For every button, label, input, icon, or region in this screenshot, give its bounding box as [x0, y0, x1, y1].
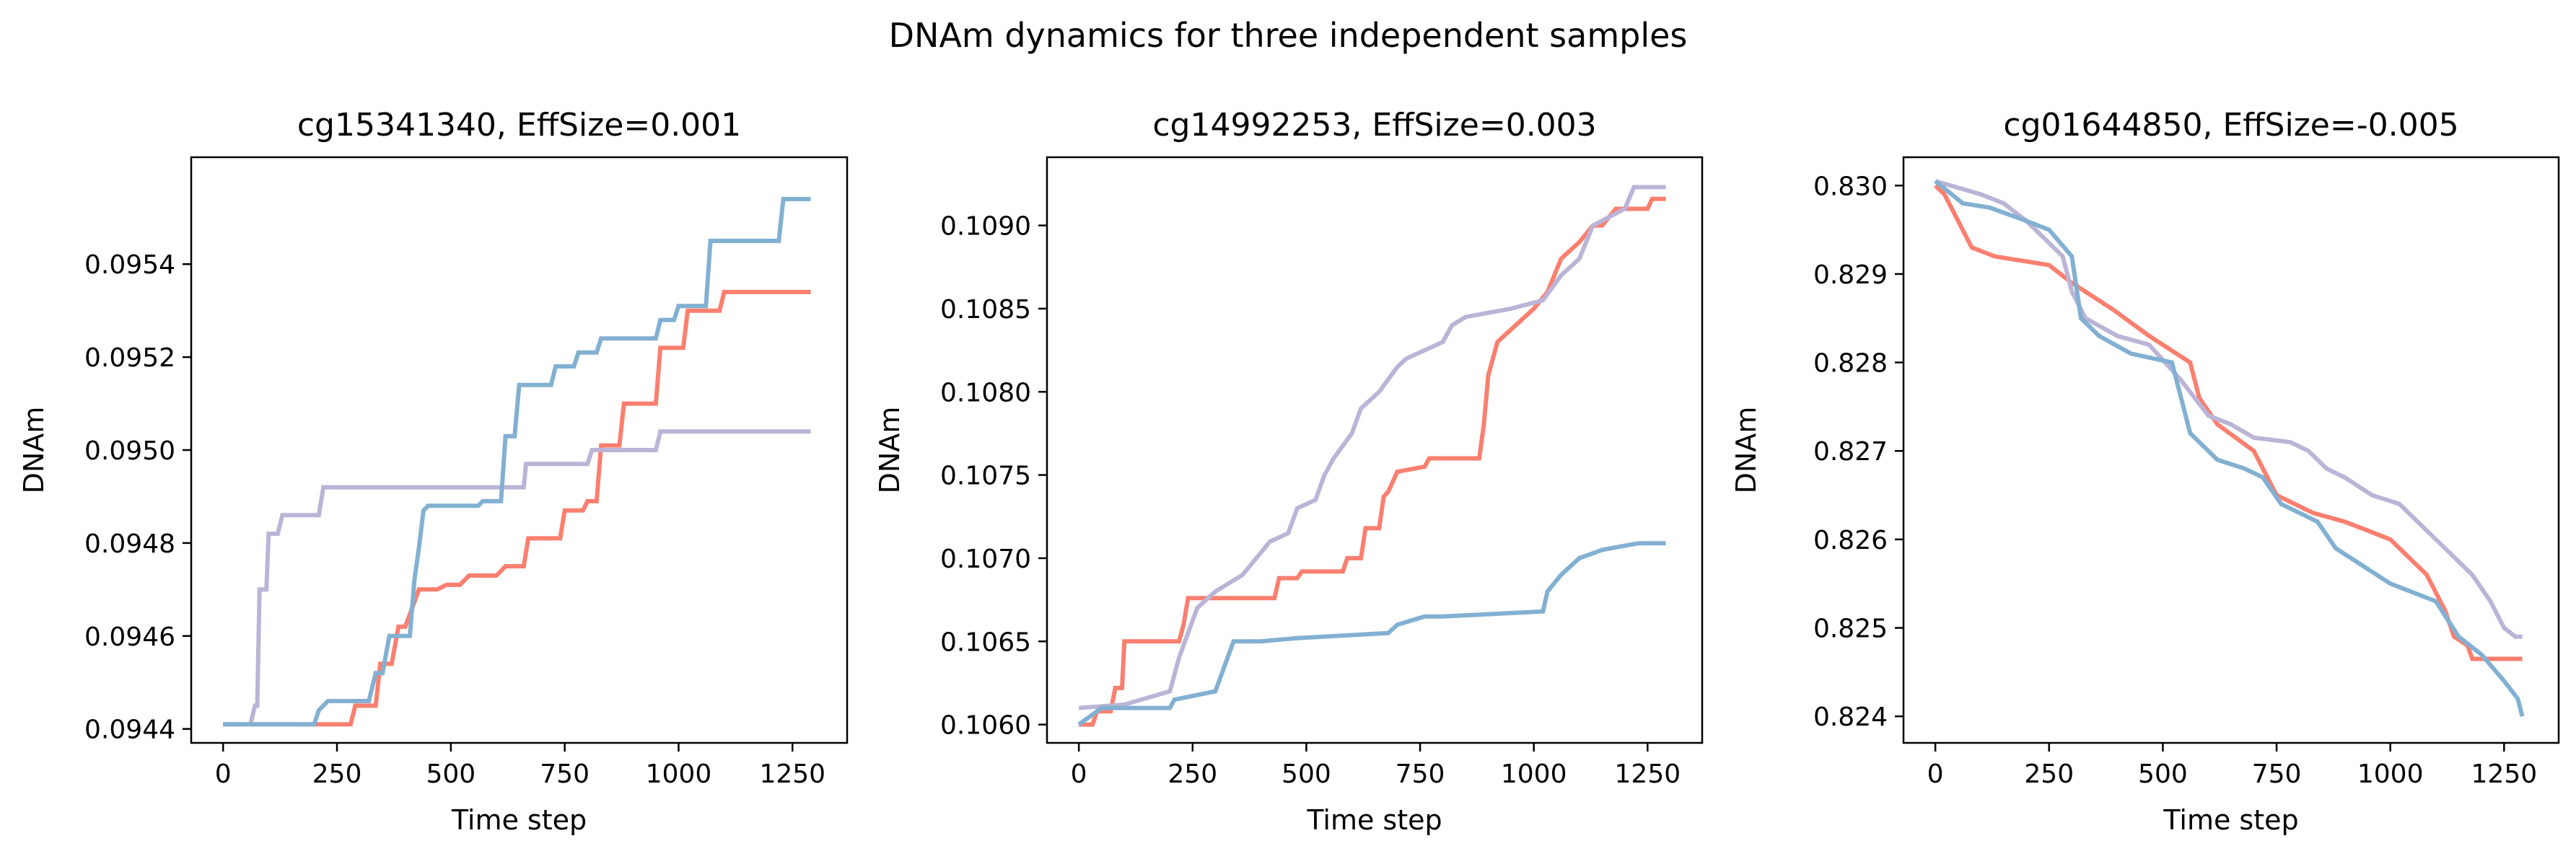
subplot-1-xtick-label: 1000	[646, 759, 712, 789]
subplot-3-xtick-label: 1250	[2471, 759, 2538, 789]
subplot-3-ytick-label: 0.825	[1813, 614, 1888, 644]
subplot-2-ylabel: DNAm	[874, 407, 906, 494]
subplot-1: cg15341340, EffSize=0.001 0 250 500 750 1000…	[18, 107, 849, 836]
subplot-2-axes-frame	[1046, 156, 1704, 744]
subplot-2: cg14992253, EffSize=0.003 0 250 500 750 1000…	[874, 107, 1704, 836]
subplot-3-xtick-label: 750	[2252, 759, 2302, 789]
subplot-1-ytick-label: 0.0954	[84, 250, 175, 280]
subplot-2-xtick-label: 0	[1071, 759, 1087, 789]
subplot-1-xtick-label: 500	[426, 759, 476, 789]
subplot-3-ytick-label: 0.826	[1813, 526, 1888, 555]
subplot-2-ytick-label: 0.1065	[940, 627, 1031, 657]
subplot-1-series-3-line	[223, 197, 811, 727]
subplot-3-ytick-label: 0.828	[1813, 349, 1888, 379]
subplot-2-title: cg14992253, EffSize=0.003	[1152, 107, 1596, 144]
subplot-2-ytick-label: 0.1080	[940, 378, 1031, 408]
subplot-2-ytick-label: 0.1060	[940, 711, 1031, 741]
subplot-3-ytick-label: 0.829	[1813, 260, 1888, 290]
subplot-2-ytick-label: 0.1070	[940, 545, 1031, 574]
subplot-2-xtick-label: 1000	[1501, 759, 1567, 789]
subplot-1-series-2-line	[223, 429, 811, 727]
subplot-1-ytick-label: 0.0952	[84, 343, 175, 373]
subplot-1-xtick-label: 250	[312, 759, 362, 789]
subplot-2-xtick-label: 250	[1167, 759, 1217, 789]
subplot-2-ytick-label: 0.1090	[940, 212, 1031, 242]
subplot-3-series-3-line	[1934, 179, 2525, 717]
subplot-3-ytick-label: 0.824	[1813, 702, 1888, 732]
subplot-3-ylabel: DNAm	[1730, 407, 1762, 494]
subplot-2-xtick-label: 750	[1396, 759, 1445, 789]
subplot-3: cg01644850, EffSize=-0.005 0 250 500 750 100…	[1730, 107, 2560, 836]
subplot-3-series-2-line	[1935, 179, 2523, 639]
subplot-1-xlabel: Time step	[451, 804, 587, 836]
subplot-2-xtick-label: 1250	[1615, 759, 1681, 789]
subplot-2-series-3-line	[1077, 541, 1666, 727]
subplot-3-ytick-label: 0.830	[1813, 172, 1888, 201]
subplot-1-ytick-label: 0.0946	[84, 622, 175, 652]
subplot-3-series-1-line	[1934, 184, 2523, 661]
subplot-2-ytick-label: 0.1085	[940, 295, 1031, 325]
subplot-3-xtick-label: 500	[2138, 759, 2188, 789]
subplot-1-xtick-label: 1250	[759, 759, 825, 789]
subplot-1-xtick-label: 750	[540, 759, 590, 789]
subplot-3-title: cg01644850, EffSize=-0.005	[2003, 107, 2458, 144]
subplot-3-ytick-label: 0.827	[1813, 437, 1888, 467]
figure-suptitle: DNAm dynamics for three independent samp…	[889, 16, 1688, 55]
subplot-1-ylabel: DNAm	[18, 407, 50, 494]
subplot-1-ytick-label: 0.0950	[84, 436, 175, 466]
subplot-1-xtick-label: 0	[215, 759, 232, 789]
subplot-1-series-1-line	[223, 289, 811, 727]
subplot-3-xtick-label: 0	[1927, 759, 1944, 789]
subplot-3-xlabel: Time step	[2163, 804, 2298, 836]
subplot-1-ytick-label: 0.0944	[84, 715, 175, 745]
subplot-2-series-2-line	[1078, 185, 1666, 710]
subplot-1-title: cg15341340, EffSize=0.001	[297, 107, 741, 144]
subplot-3-xtick-label: 250	[2024, 759, 2074, 789]
subplot-2-xlabel: Time step	[1306, 804, 1442, 836]
subplot-2-ytick-label: 0.1075	[940, 462, 1031, 491]
subplot-2-series-1-line	[1079, 196, 1666, 727]
subplot-1-ytick-label: 0.0948	[84, 529, 175, 559]
subplot-3-xtick-label: 1000	[2357, 759, 2424, 789]
subplot-2-xtick-label: 500	[1282, 759, 1331, 789]
